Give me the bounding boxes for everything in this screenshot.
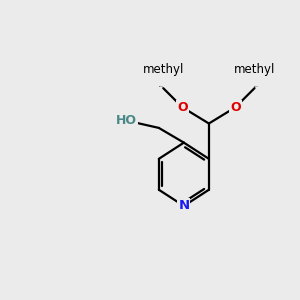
Text: methyl: methyl: [234, 63, 275, 76]
Text: O: O: [230, 101, 241, 114]
Text: O: O: [177, 101, 188, 114]
Text: methyl: methyl: [254, 86, 258, 87]
Text: methyl: methyl: [159, 86, 164, 87]
Text: HO: HO: [116, 114, 137, 127]
Text: N: N: [178, 200, 189, 212]
Text: methyl: methyl: [142, 63, 184, 76]
